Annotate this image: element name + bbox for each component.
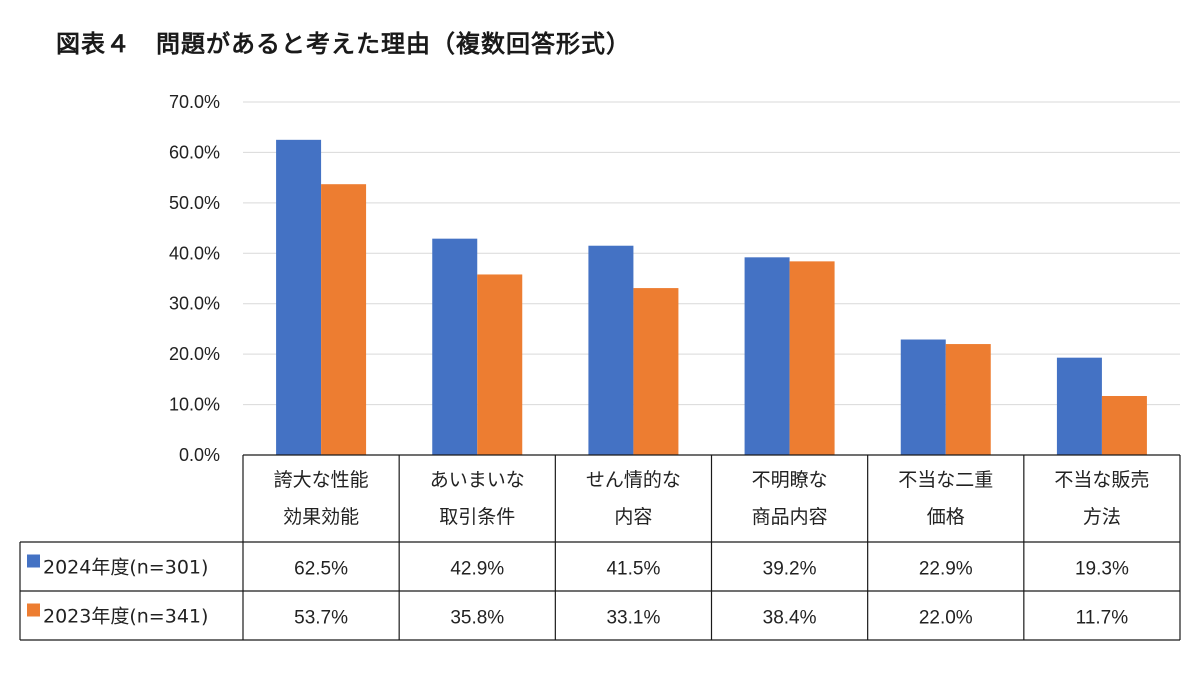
- chart-title: 図表４ 問題があると考えた理由（複数回答形式）: [56, 30, 631, 58]
- category-label: 取引条件: [439, 506, 515, 528]
- category-label: 内容: [614, 506, 652, 528]
- data-label: 62.5%: [294, 559, 348, 580]
- y-tick-label: 0.0%: [179, 445, 220, 465]
- category-label: 効果効能: [283, 506, 359, 528]
- bar: [276, 139, 322, 456]
- y-tick-label: 50.0%: [169, 193, 220, 213]
- data-label: 22.9%: [919, 559, 973, 580]
- y-tick-label: 70.0%: [169, 92, 220, 112]
- data-label: 35.8%: [450, 608, 504, 629]
- category-label: あいまいな: [430, 469, 525, 491]
- y-tick-label: 30.0%: [169, 294, 220, 314]
- bar: [588, 245, 634, 455]
- bar: [432, 238, 478, 455]
- data-label: 22.0%: [919, 608, 973, 629]
- category-label: 不明瞭な: [752, 469, 828, 491]
- category-label: 不当な販売: [1054, 469, 1149, 491]
- legend-label: 2023年度(n=341): [43, 606, 208, 628]
- bar: [1056, 357, 1102, 455]
- data-label: 42.9%: [450, 559, 504, 580]
- legend-swatch: [27, 603, 40, 617]
- data-label: 53.7%: [294, 608, 348, 629]
- data-label: 33.1%: [606, 608, 660, 629]
- data-label: 19.3%: [1075, 559, 1129, 580]
- bar: [633, 288, 679, 455]
- data-label: 41.5%: [606, 559, 660, 580]
- bar: [945, 344, 991, 455]
- category-label: 価格: [927, 506, 965, 528]
- bar: [900, 339, 946, 455]
- bar: [789, 261, 835, 455]
- bar: [477, 274, 523, 455]
- category-label: せん情的な: [586, 469, 681, 491]
- y-tick-label: 10.0%: [169, 395, 220, 415]
- category-label: 不当な二重: [898, 469, 993, 491]
- category-label: 方法: [1083, 506, 1121, 528]
- bar: [1101, 395, 1147, 455]
- y-tick-label: 60.0%: [169, 142, 220, 162]
- y-tick-label: 40.0%: [169, 243, 220, 263]
- legend-swatch: [27, 554, 40, 568]
- category-label: 誇大な性能: [274, 469, 369, 491]
- data-label: 39.2%: [763, 559, 817, 580]
- data-label: 38.4%: [763, 608, 817, 629]
- bar: [321, 184, 367, 455]
- bar: [744, 257, 790, 455]
- category-label: 商品内容: [752, 506, 828, 528]
- y-tick-label: 20.0%: [169, 344, 220, 364]
- data-label: 11.7%: [1076, 608, 1129, 629]
- legend-label: 2024年度(n=301): [43, 557, 208, 579]
